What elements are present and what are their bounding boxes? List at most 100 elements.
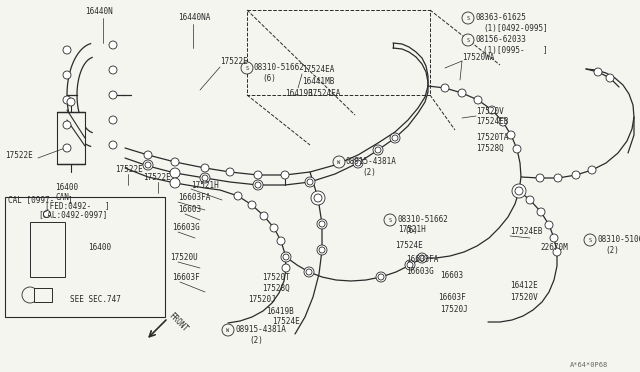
Bar [30,222,65,277]
Circle shape [384,214,396,226]
Circle shape [378,274,384,280]
Text: 16603: 16603 [178,205,201,215]
Circle shape [417,253,427,263]
Circle shape [317,245,327,255]
Circle shape [515,187,523,195]
Text: S: S [388,218,392,222]
Circle shape [537,208,545,216]
Circle shape [171,158,179,166]
Circle shape [462,12,474,24]
Text: 16603F: 16603F [172,273,200,282]
Text: (2): (2) [249,336,263,344]
Text: 17520V: 17520V [476,108,504,116]
Text: 17521H: 17521H [398,225,426,234]
Circle shape [143,160,153,170]
Text: (6): (6) [262,74,276,83]
Circle shape [145,162,151,168]
Text: 08915-4381A: 08915-4381A [235,326,286,334]
Text: S: S [245,65,248,71]
Circle shape [588,166,596,174]
Circle shape [255,182,261,188]
Text: 17520WA: 17520WA [462,52,494,61]
Text: 17528Q: 17528Q [262,283,290,292]
Text: 16603FA: 16603FA [178,193,211,202]
Circle shape [109,91,117,99]
Circle shape [314,194,322,202]
Circle shape [526,196,534,204]
Text: 17520U: 17520U [170,253,198,263]
Circle shape [22,287,38,303]
Text: 17524EA: 17524EA [308,89,340,97]
Text: 17520TA: 17520TA [476,134,508,142]
Text: 22670M: 22670M [540,244,568,253]
Circle shape [392,135,398,141]
Circle shape [63,46,71,54]
Text: S: S [588,237,591,243]
Circle shape [282,264,290,272]
Circle shape [304,267,314,277]
Text: 17524EB: 17524EB [510,228,542,237]
Circle shape [441,84,449,92]
Circle shape [405,260,415,270]
Circle shape [462,34,474,46]
Circle shape [254,171,262,179]
Text: CAL [0997-   ]: CAL [0997- ] [8,196,73,205]
Text: 08310-51662: 08310-51662 [254,64,305,73]
Text: 08156-62033: 08156-62033 [475,35,526,45]
Circle shape [488,106,496,114]
Text: (2): (2) [605,246,619,254]
Circle shape [260,212,268,220]
Circle shape [109,66,117,74]
Circle shape [67,98,75,106]
Text: (6): (6) [404,225,418,234]
Text: (1)[0995-    ]: (1)[0995- ] [483,45,548,55]
Circle shape [109,116,117,124]
Text: 17520J: 17520J [440,305,468,314]
Circle shape [319,247,325,253]
Text: 17524EB: 17524EB [476,118,508,126]
Text: 17528Q: 17528Q [476,144,504,153]
Text: 16440NA: 16440NA [178,13,211,22]
Circle shape [458,89,466,97]
Circle shape [306,269,312,275]
Circle shape [550,234,558,242]
Text: S: S [467,38,470,42]
Bar [57,112,85,164]
Text: 17522E: 17522E [220,58,248,67]
Text: 17524E: 17524E [395,241,423,250]
Circle shape [594,68,602,76]
Bar [34,288,52,302]
Text: 17522E: 17522E [143,173,171,183]
Circle shape [355,160,361,166]
Circle shape [241,62,253,74]
Text: 16419B: 16419B [266,308,294,317]
Text: S: S [467,16,470,20]
Circle shape [281,252,291,262]
Text: 16603: 16603 [440,270,463,279]
Circle shape [373,145,383,155]
Circle shape [572,171,580,179]
Text: 17524EA: 17524EA [302,65,334,74]
Circle shape [226,168,234,176]
Circle shape [419,255,425,261]
Circle shape [283,254,289,260]
Circle shape [474,96,482,104]
Text: 08363-61625: 08363-61625 [475,13,526,22]
Circle shape [317,219,327,229]
Text: 16603G: 16603G [406,267,434,276]
Circle shape [353,158,363,168]
Text: 17522E: 17522E [5,151,33,160]
Text: 16441MB: 16441MB [302,77,334,87]
Circle shape [311,191,325,205]
Circle shape [554,174,562,182]
Circle shape [307,179,313,185]
Circle shape [407,262,413,268]
Circle shape [536,174,544,182]
Circle shape [109,41,117,49]
Circle shape [545,221,553,229]
Circle shape [584,234,596,246]
Circle shape [277,237,285,245]
Circle shape [202,175,208,181]
Text: [FED:0492-   ]: [FED:0492- ] [45,202,109,211]
Text: 17521H: 17521H [191,180,219,189]
